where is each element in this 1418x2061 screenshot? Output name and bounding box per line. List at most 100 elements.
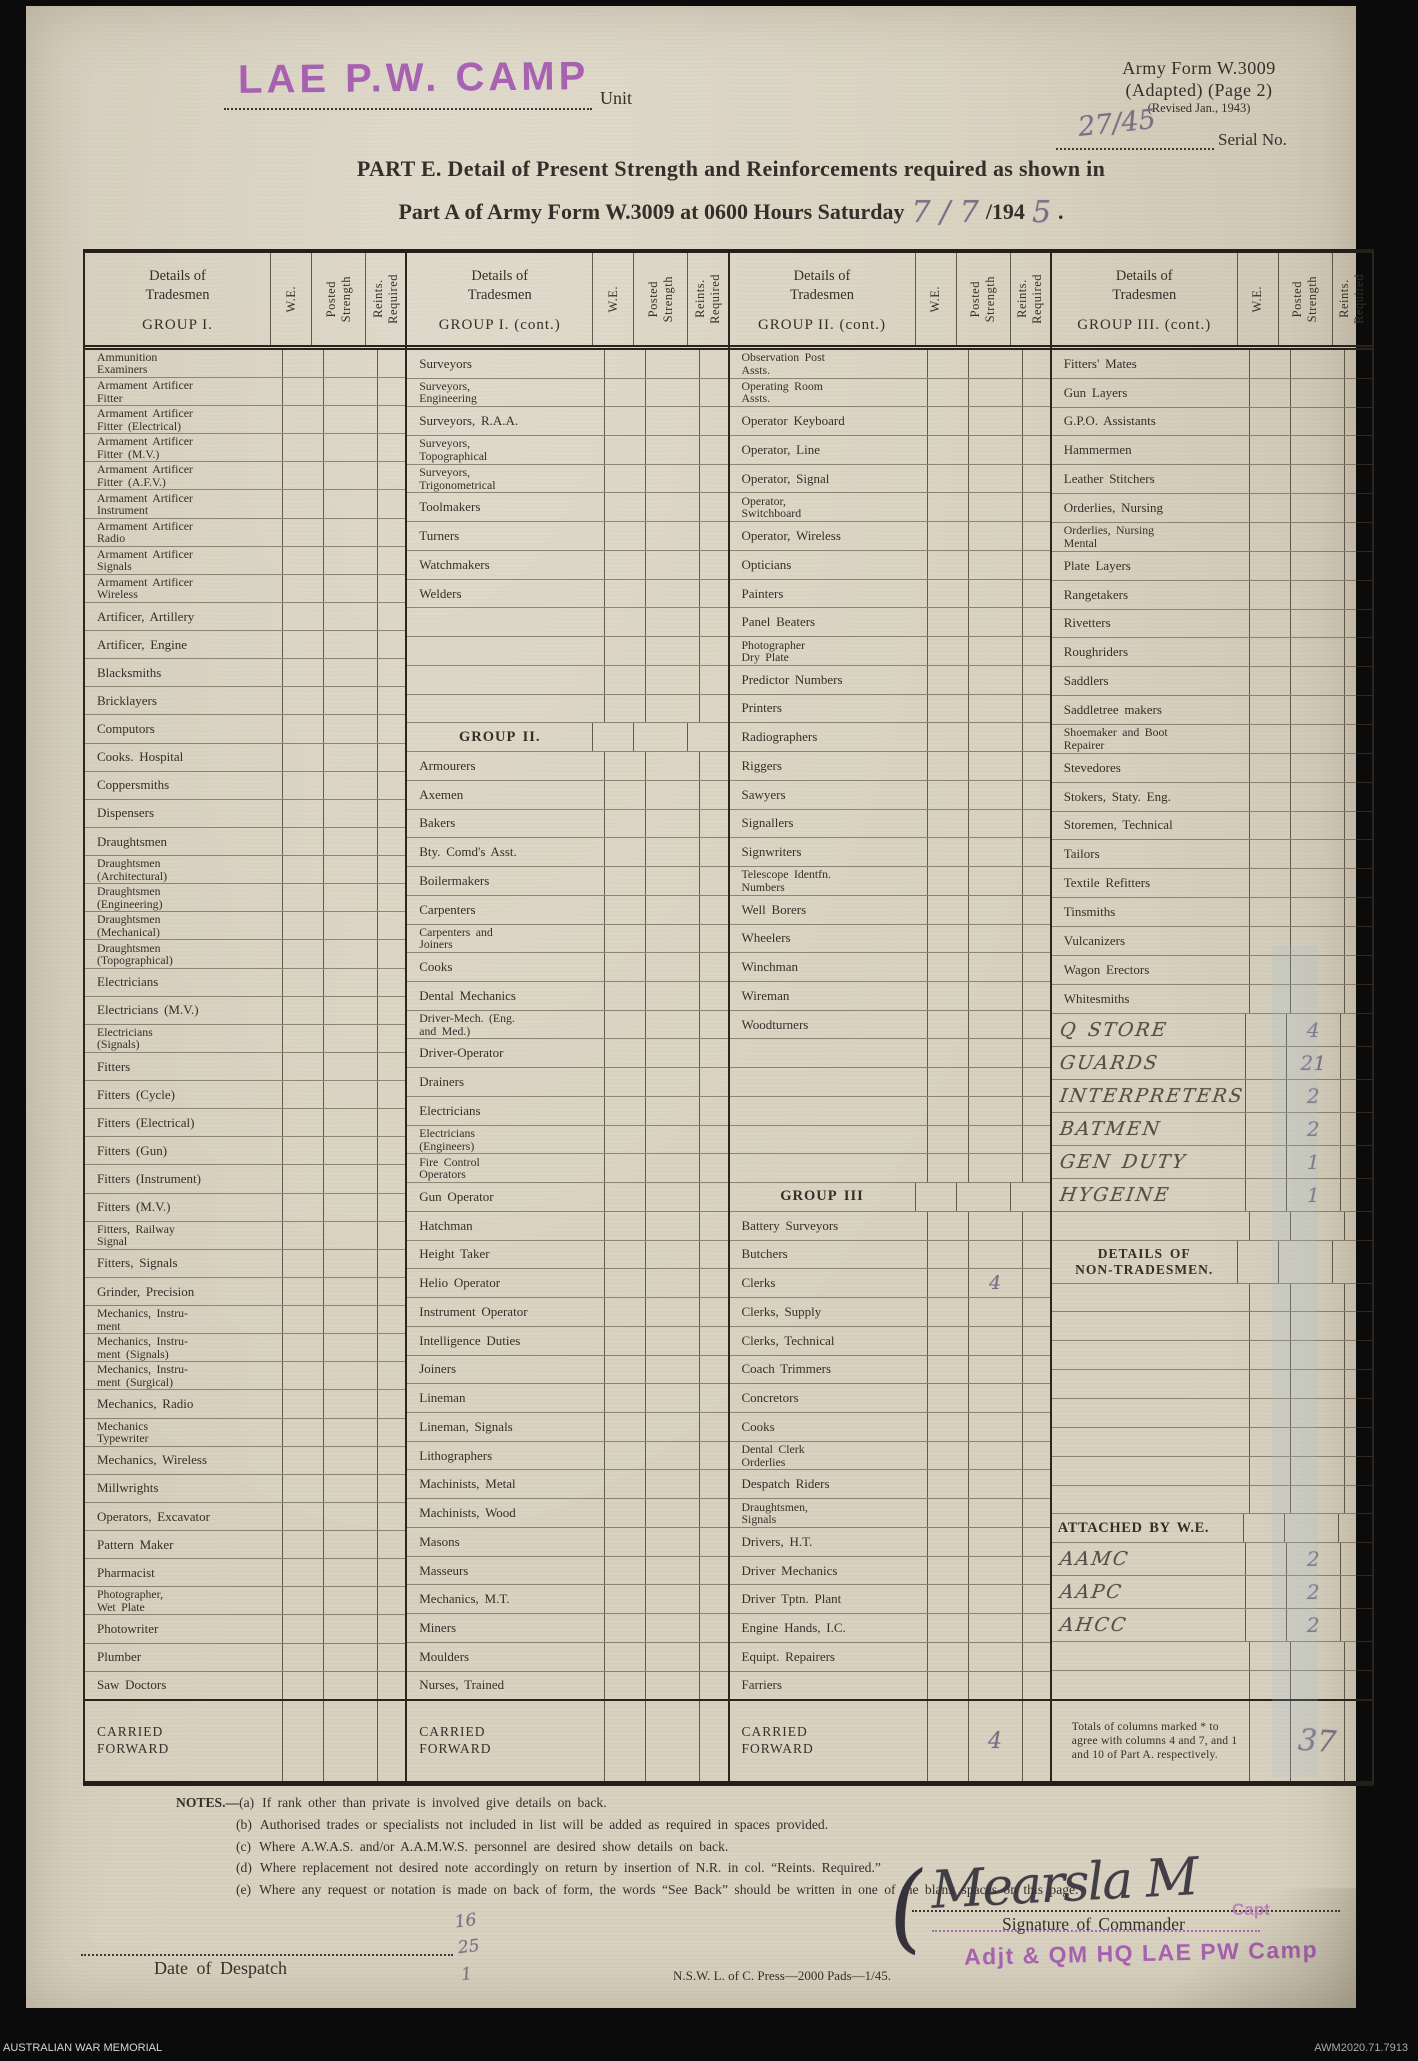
trade-name: Grinder, Precision: [97, 1283, 195, 1299]
trade-name: Armourers: [419, 757, 476, 773]
posted-strength-cell: 21: [1285, 1046, 1340, 1079]
table-row: Driver Tptn. Plant: [729, 1585, 1050, 1615]
table-row: Operator, Signal: [729, 464, 1050, 494]
table-row: [729, 1125, 1050, 1155]
posted-strength-cell: 4: [967, 1269, 1022, 1298]
reints-required-cell: [1021, 838, 1050, 867]
trade-name: Rivetters: [1063, 615, 1111, 631]
we-cell: [1248, 811, 1290, 840]
table-row: Operator, Switchboard: [729, 493, 1050, 523]
reints-required-cell: [377, 1249, 405, 1277]
table-row: Lineman, Signals: [407, 1412, 728, 1442]
posted-strength-cell: [323, 1193, 377, 1221]
reints-required-cell: [1021, 1240, 1050, 1269]
table-row: Mechanics Typewriter: [85, 1418, 406, 1447]
reints-required-cell: [699, 493, 727, 522]
trade-name: Fitters' Mates: [1063, 355, 1137, 371]
reints-required-cell: [1021, 780, 1050, 809]
we-cell: [282, 1418, 323, 1446]
reints-required-cell: [1339, 1609, 1372, 1642]
table-row: [407, 694, 728, 724]
posted-strength-cell: [323, 546, 377, 574]
posted-strength-cell: [967, 694, 1022, 723]
we-cell: [282, 1671, 323, 1699]
reints-required-cell: [377, 771, 405, 799]
trade-name: Operator, Line: [741, 441, 821, 457]
reints-required-cell: [377, 1615, 405, 1643]
we-cell: [604, 1585, 645, 1614]
we-cell: [1248, 782, 1290, 811]
table-row: Draughtsmen (Mechanical): [85, 912, 406, 941]
reints-required-cell: [1021, 1355, 1050, 1384]
we-cell: [282, 1052, 323, 1081]
posted-strength-cell: [967, 809, 1022, 838]
posted-strength-cell: [323, 884, 377, 912]
posted-strength-cell: [645, 953, 699, 981]
we-cell: [282, 1643, 323, 1671]
reints-required-cell: [699, 1527, 727, 1556]
reints-required-cell: [377, 1531, 405, 1559]
reints-required-cell: [699, 1125, 727, 1154]
table-row: Predictor Numbers: [729, 665, 1050, 695]
reints-required-cell: [1021, 1096, 1050, 1125]
trade-name: Surveyors, R.A.A.: [419, 413, 519, 429]
we-cell: [604, 1556, 645, 1585]
reints-required-cell: [699, 1671, 727, 1700]
trade-name: [1052, 1399, 1249, 1427]
trade-name: [1052, 1457, 1249, 1485]
trade-name-handwritten: INTERPRETERS: [1058, 1084, 1246, 1107]
we-cell: [926, 1125, 968, 1154]
group-title: GROUP I. (cont.): [438, 316, 561, 333]
details-header: Details of Tradesmen GROUP II. (cont.): [757, 268, 887, 333]
note-text: Authorised trades or specialists not inc…: [259, 1816, 829, 1832]
reints-required-cell: [1021, 1154, 1050, 1183]
we-cell: [926, 464, 968, 493]
posted-strength-cell: [1289, 869, 1344, 898]
table-row: [1051, 1283, 1372, 1313]
serial-label: Serial No.: [1218, 130, 1287, 149]
trade-name: Sawyers: [741, 786, 786, 802]
trade-name: Leather Stitchers: [1063, 471, 1155, 487]
we-cell: [604, 780, 645, 809]
reints-required-cell: [1021, 981, 1050, 1010]
trade-name: Moulders: [419, 1648, 470, 1664]
posted-strength-cell: [967, 1096, 1022, 1125]
table-row: Observation Post Assts.: [729, 349, 1050, 379]
we-cell: [926, 953, 968, 981]
table-row: Artificer, Engine: [85, 631, 406, 660]
table-row: Surveyors: [407, 349, 728, 379]
posted-strength-cell: [967, 1585, 1022, 1614]
posted-strength-cell: [323, 434, 377, 462]
we-cell: [926, 694, 968, 723]
trade-name: [407, 608, 604, 636]
we-cell: [1248, 753, 1290, 782]
posted-strength-cell: [967, 1211, 1022, 1240]
table-row: Surveyors, Engineering: [407, 378, 728, 408]
table-row: Leather Stitchers: [1051, 465, 1372, 495]
we-cell: [1248, 522, 1290, 551]
posted-strength-cell: [967, 867, 1022, 895]
trade-name: Driver-Operator: [419, 1045, 504, 1061]
trade-name: [1052, 1486, 1249, 1514]
we-cell: [926, 1269, 968, 1298]
trade-name: Mechanics, Radio: [97, 1396, 194, 1411]
we-cell: [282, 1587, 323, 1615]
posted-strength-cell: [323, 1587, 377, 1615]
we-cell: [604, 1068, 645, 1096]
reints-required-cell: [1343, 465, 1372, 494]
trade-name-handwritten: AAMC: [1058, 1548, 1131, 1571]
form-title-line2: Part A of Army Form W.3009 at 0600 Hours…: [216, 192, 1246, 230]
reints-required-cell: [377, 1081, 405, 1109]
table-row: Armament Artificer Radio: [85, 518, 406, 547]
trade-name: Fitters: [97, 1058, 131, 1074]
archive-caption-left: AUSTRALIAN WAR MEMORIAL: [3, 2042, 163, 2054]
reints-required-cell: [1339, 1576, 1372, 1609]
trade-name: [1052, 1642, 1249, 1670]
reints-required-cell: [699, 436, 727, 464]
table-row: Fitters (Cycle): [85, 1081, 406, 1110]
note-text: Where A.W.A.S. and/or A.A.M.W.S. personn…: [259, 1838, 729, 1854]
we-cell: [926, 1211, 968, 1240]
reints-required-cell: [1021, 694, 1050, 723]
table-row: Dental Mechanics: [407, 981, 728, 1011]
reints-required-cell: [1021, 895, 1050, 924]
